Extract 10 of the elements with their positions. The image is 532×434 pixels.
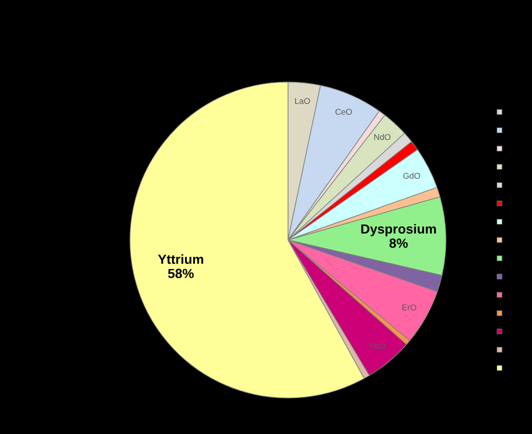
- slice-label: YbO: [368, 342, 385, 350]
- slice-label: LaO: [295, 98, 310, 104]
- slice-label: GdO: [403, 172, 420, 179]
- data-label: 8%: [389, 238, 408, 248]
- data-label: 58%: [168, 268, 194, 278]
- slice-label: Dysprosium: [361, 224, 436, 236]
- slice-label: ErO: [402, 304, 416, 310]
- slice-label: Yttrium: [158, 254, 204, 264]
- slice-label: CeO: [335, 108, 352, 115]
- slice-label: NdO: [374, 134, 390, 140]
